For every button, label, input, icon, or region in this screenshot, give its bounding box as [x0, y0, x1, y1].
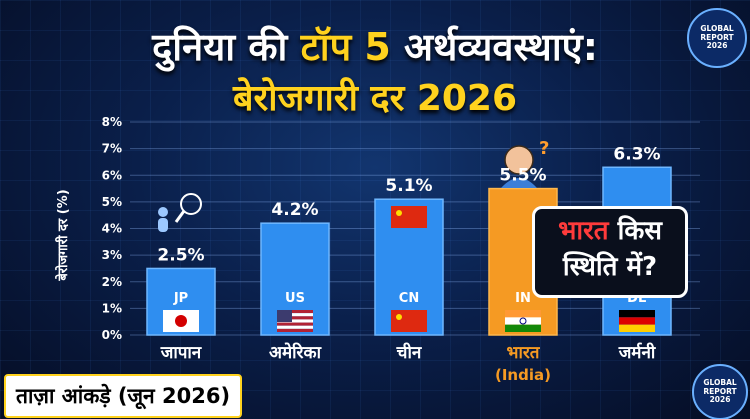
- y-tick-label: 4%: [102, 222, 122, 236]
- category-label: अमेरिका: [269, 342, 322, 363]
- flag-stripe: [277, 313, 313, 317]
- badge-bottom-line-1: GLOBAL: [703, 378, 737, 388]
- person-head: [158, 207, 168, 217]
- flag-chakra: [519, 317, 527, 325]
- country-code-label: JP: [173, 291, 188, 306]
- global-report-badge: GLOBAL REPORT 2026: [687, 8, 747, 68]
- person-body: [158, 218, 168, 232]
- y-tick-label: 7%: [102, 142, 122, 156]
- badge-line-1: GLOBAL: [700, 24, 734, 34]
- china-flag-icon: [391, 206, 427, 228]
- category-label: चीन: [396, 342, 422, 363]
- y-tick-label: 2%: [102, 275, 122, 289]
- y-tick-label: 8%: [102, 115, 122, 129]
- country-code-label: US: [285, 291, 305, 306]
- badge-line-3: 2026: [706, 41, 728, 51]
- title-highlight: टॉप 5: [300, 25, 391, 69]
- y-tick-label: 6%: [102, 168, 122, 182]
- y-tick-label: 5%: [102, 195, 122, 209]
- india-position-callout: भारत किस स्थिति में?: [532, 206, 688, 298]
- category-label: भारत: [507, 343, 541, 363]
- y-tick-label: 0%: [102, 328, 122, 342]
- question-mark-icon: ?: [539, 138, 549, 159]
- person-body: [501, 178, 537, 188]
- thinking-person-icon: ?: [501, 138, 549, 188]
- callout-line1-rest: किस: [608, 216, 662, 246]
- category-label: जर्मनी: [618, 342, 656, 363]
- flag-stripe: [277, 316, 313, 320]
- flag-icon: [505, 310, 541, 332]
- flag-icon: [391, 310, 427, 332]
- category-sub-label: (India): [495, 366, 551, 384]
- search-people-icon: [158, 193, 202, 232]
- flag-stripe: [277, 310, 313, 314]
- flag-stripe: [277, 319, 313, 323]
- value-label: 5.1%: [385, 176, 432, 196]
- value-label: 2.5%: [157, 245, 204, 265]
- flag-star: [396, 210, 402, 216]
- flag-stripe: [277, 322, 313, 326]
- flag-stripe: [505, 317, 541, 325]
- flag-icon: [277, 310, 313, 332]
- flag-stripe: [277, 325, 313, 329]
- title-part-1: दुनिया की: [152, 25, 301, 69]
- flag-disc: [175, 315, 187, 327]
- country-code-label: CN: [399, 291, 419, 306]
- flag-stripe: [619, 310, 655, 318]
- value-label: 5.5%: [499, 166, 546, 186]
- y-tick-label: 1%: [102, 301, 122, 315]
- flag-stripe: [619, 317, 655, 325]
- callout-line2: स्थिति में?: [562, 252, 658, 282]
- badge-bottom-line-2: REPORT: [703, 386, 737, 396]
- page-subtitle: बेरोजगारी दर 2026: [232, 78, 518, 119]
- category-label: जापान: [160, 343, 202, 363]
- flag-field: [391, 310, 427, 332]
- flag-stripe: [505, 324, 541, 332]
- callout-highlight: भारत: [558, 216, 609, 246]
- badge-bottom-line-3: 2026: [709, 395, 731, 405]
- flag-star: [396, 314, 402, 320]
- magnifier-handle: [174, 210, 186, 223]
- global-report-badge-bottom: GLOBAL REPORT 2026: [692, 364, 748, 419]
- flag-canton: [277, 310, 292, 322]
- flag-stripe: [277, 328, 313, 332]
- footer-label: ताज़ा आंकड़े (जून 2026): [4, 374, 243, 418]
- flag-icon: [619, 310, 655, 332]
- flag-field: [391, 206, 427, 228]
- title-part-2: अर्थव्यवस्थाएं:: [390, 25, 598, 69]
- magnifier-lens: [180, 193, 202, 215]
- flag-icon: [163, 310, 199, 332]
- value-label: 4.2%: [271, 200, 318, 220]
- flag-stripe: [505, 310, 541, 318]
- flag-stripe: [619, 324, 655, 332]
- person-head: [504, 145, 534, 175]
- y-tick-label: 3%: [102, 248, 122, 262]
- page-title: दुनिया की टॉप 5 अर्थव्यवस्थाएं:: [0, 20, 750, 72]
- label-layer: 0% 1% 2% 3% 4% 5% 6% 7% 8% 2.5% JP जापान 4.2% US अमेरि…: [102, 115, 661, 384]
- country-code-label: IN: [515, 291, 531, 306]
- value-label: 6.3%: [613, 144, 660, 164]
- badge-line-2: REPORT: [700, 32, 734, 42]
